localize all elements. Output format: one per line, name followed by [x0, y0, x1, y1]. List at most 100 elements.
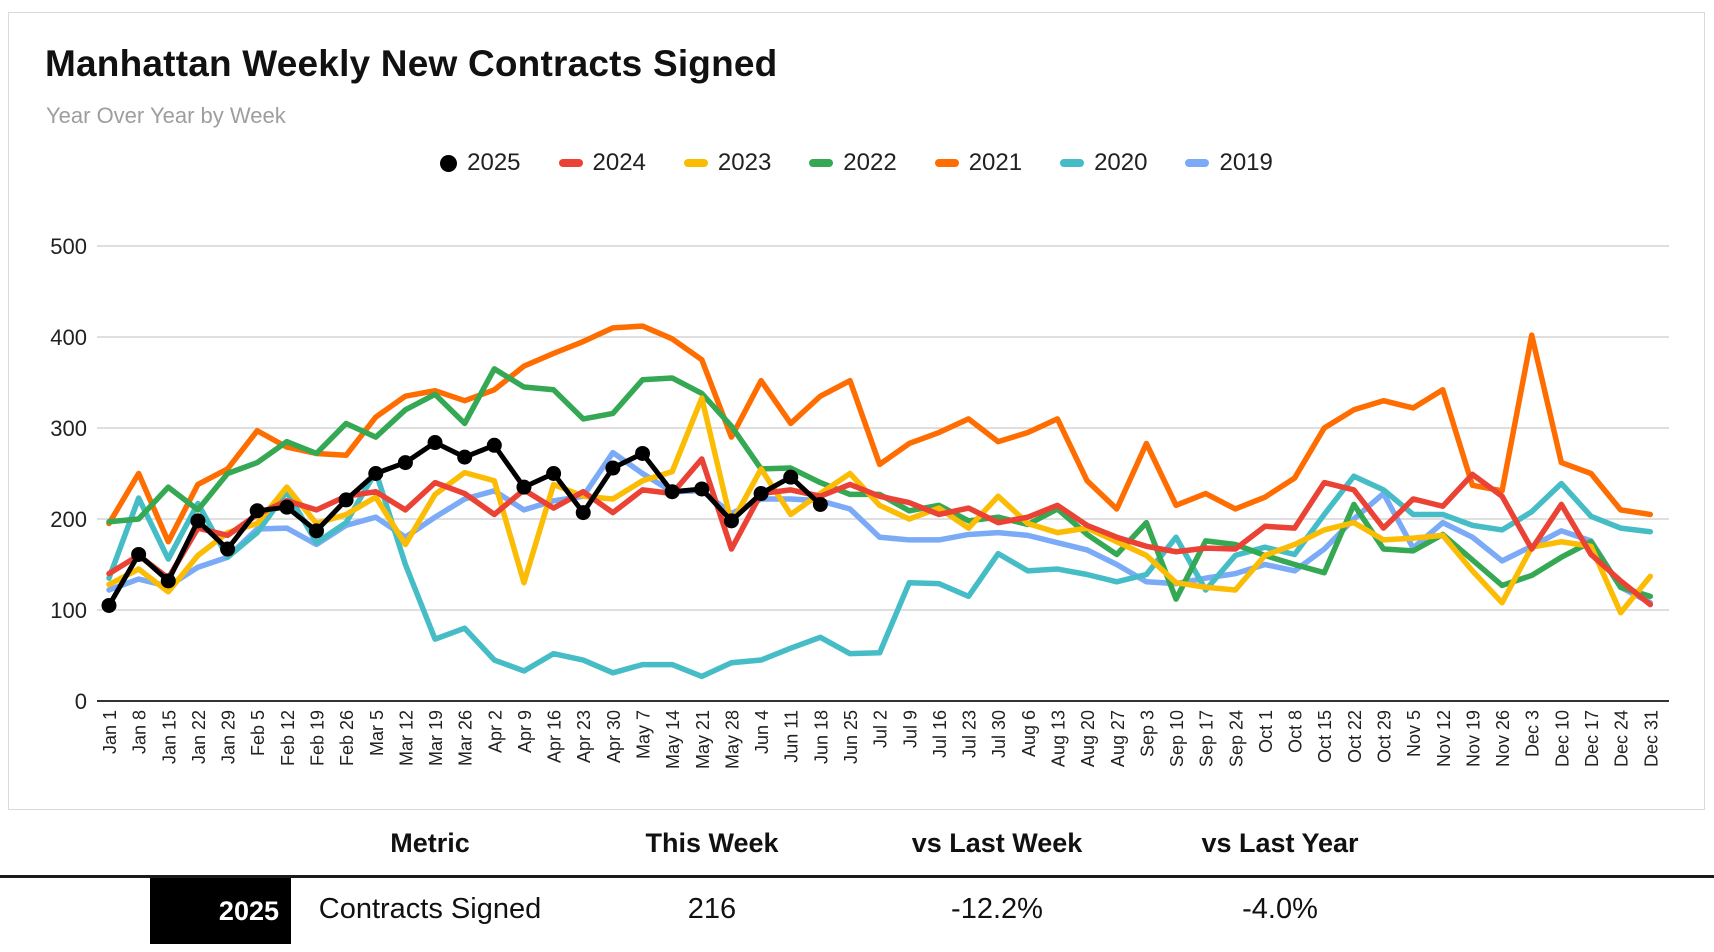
x-tick-Jul-23: Jul 23	[960, 710, 980, 758]
data-point-2025-Jun-4	[753, 486, 769, 502]
x-tick-Nov-26: Nov 26	[1493, 710, 1513, 767]
x-tick-Feb-19: Feb 19	[307, 710, 327, 766]
line-chart-plot: 0 100 200 300 400 500 Jan 1 Jan 8 Jan 15 Jan 22 Ja…	[50, 234, 1669, 769]
legend-label-2022: 2022	[843, 149, 897, 176]
x-tick-Aug-6: Aug 6	[1019, 710, 1039, 757]
data-point-2025-Jan-15	[160, 573, 176, 589]
legend-item-2022[interactable]: 2022	[809, 149, 897, 177]
x-tick-Oct-29: Oct 29	[1375, 710, 1395, 763]
table-divider	[0, 875, 1714, 878]
year-badge: 2025	[150, 878, 291, 944]
legend-item-2020[interactable]: 2020	[1060, 149, 1147, 177]
legend-item-2021[interactable]: 2021	[934, 149, 1023, 177]
data-point-2025-Feb-19	[308, 523, 324, 539]
data-point-2025-Apr-2	[486, 437, 502, 453]
dash-swatch-icon-2021	[934, 159, 959, 167]
x-tick-Dec-31: Dec 31	[1641, 710, 1661, 767]
x-tick-Oct-22: Oct 22	[1345, 710, 1365, 763]
y-tick-100: 100	[50, 598, 87, 623]
x-tick-Apr-2: Apr 2	[485, 710, 505, 753]
x-tick-Nov-19: Nov 19	[1463, 710, 1483, 767]
x-tick-Oct-8: Oct 8	[1286, 710, 1306, 753]
x-tick-Jul-9: Jul 9	[900, 710, 920, 748]
legend-item-2023[interactable]: 2023	[683, 149, 772, 177]
x-tick-Jun-18: Jun 18	[811, 710, 831, 764]
data-point-2025-Apr-23	[575, 505, 591, 521]
x-tick-Mar-26: Mar 26	[456, 710, 476, 766]
x-tick-Jan-1: Jan 1	[100, 710, 120, 754]
data-point-2025-Mar-12	[397, 455, 413, 471]
x-tick-Dec-24: Dec 24	[1612, 710, 1632, 767]
x-tick-Oct-15: Oct 15	[1315, 710, 1335, 763]
cell-vs-last-year: -4.0%	[1242, 893, 1318, 925]
y-tick-200: 200	[50, 507, 87, 532]
x-tick-Jan-29: Jan 29	[219, 710, 239, 764]
data-point-2025-Apr-30	[605, 460, 621, 476]
x-tick-Jan-8: Jan 8	[130, 710, 150, 754]
data-point-2025-Jan-22	[190, 513, 206, 529]
legend-label-2021: 2021	[968, 149, 1023, 176]
series-line-2025	[106, 440, 823, 608]
chart-title: Manhattan Weekly New Contracts Signed	[45, 43, 778, 84]
x-tick-Apr-16: Apr 16	[545, 710, 565, 763]
x-tick-May-14: May 14	[663, 710, 683, 769]
legend-label-2023: 2023	[717, 149, 772, 176]
x-tick-Apr-30: Apr 30	[604, 710, 624, 763]
legend-label-2019: 2019	[1219, 149, 1273, 176]
x-tick-Sep-24: Sep 24	[1226, 710, 1246, 767]
data-point-2025-May-21	[694, 481, 710, 497]
table-header-vs-last-week: vs Last Week	[911, 828, 1083, 858]
x-tick-Mar-19: Mar 19	[426, 710, 446, 766]
x-tick-Feb-12: Feb 12	[278, 710, 298, 766]
data-point-2025-Feb-5	[249, 503, 265, 519]
data-point-2025-Mar-26	[457, 449, 473, 465]
cell-metric: Contracts Signed	[318, 893, 542, 925]
x-tick-Jun-25: Jun 25	[841, 710, 861, 764]
x-tick-Feb-26: Feb 26	[337, 710, 357, 766]
x-tick-Jul-16: Jul 16	[930, 710, 950, 758]
x-tick-Oct-1: Oct 1	[1256, 710, 1276, 753]
x-tick-Feb-5: Feb 5	[248, 710, 268, 756]
legend-item-2025[interactable]: 2025	[440, 149, 521, 177]
data-point-2025-May-28	[723, 513, 739, 529]
x-tick-Dec-3: Dec 3	[1523, 710, 1543, 757]
x-tick-Sep-3: Sep 3	[1137, 710, 1157, 757]
dash-swatch-icon-2024	[558, 159, 583, 167]
x-tick-Jun-11: Jun 11	[782, 710, 802, 763]
x-tick-Dec-10: Dec 10	[1552, 710, 1572, 767]
legend-label-2024: 2024	[592, 149, 646, 176]
x-tick-Apr-9: Apr 9	[515, 710, 535, 753]
x-tick-Nov-5: Nov 5	[1404, 710, 1424, 757]
legend-label-2025: 2025	[467, 149, 521, 176]
x-tick-Jul-2: Jul 2	[871, 710, 891, 748]
x-tick-Sep-10: Sep 10	[1167, 710, 1187, 767]
y-tick-0: 0	[75, 689, 87, 714]
data-point-2025-Jan-1	[101, 597, 117, 613]
chart-subtitle: Year Over Year by Week	[46, 103, 286, 128]
x-tick-Aug-27: Aug 27	[1108, 710, 1128, 767]
data-point-2025-Mar-19	[427, 435, 443, 451]
legend-item-2019[interactable]: 2019	[1185, 149, 1273, 177]
x-tick-Jun-4: Jun 4	[752, 710, 772, 754]
data-point-2025-May-14	[664, 484, 680, 500]
x-tick-Nov-12: Nov 12	[1434, 710, 1454, 767]
cell-vs-last-week: -12.2%	[951, 893, 1043, 925]
x-tick-Jan-22: Jan 22	[189, 710, 209, 764]
table-header-metric: Metric	[390, 828, 470, 858]
data-point-2025-Apr-16	[546, 466, 562, 481]
table-header-vs-last-year: vs Last Year	[1201, 828, 1359, 858]
x-tick-Aug-13: Aug 13	[1048, 710, 1068, 767]
data-point-2025-Jan-8	[131, 546, 147, 562]
dash-swatch-icon-2022	[809, 159, 834, 167]
x-tick-Jan-15: Jan 15	[159, 710, 179, 764]
legend-item-2024[interactable]: 2024	[558, 149, 646, 177]
table-header-this-week: This Week	[645, 828, 779, 858]
series-line-2020	[106, 468, 1654, 680]
series-line-2024	[106, 456, 1654, 608]
y-tick-500: 500	[50, 234, 87, 259]
x-tick-May-28: May 28	[722, 710, 742, 769]
dash-swatch-icon-2019	[1185, 159, 1210, 167]
x-tick-Sep-17: Sep 17	[1197, 710, 1217, 767]
data-point-2025-Jun-18	[812, 496, 828, 512]
